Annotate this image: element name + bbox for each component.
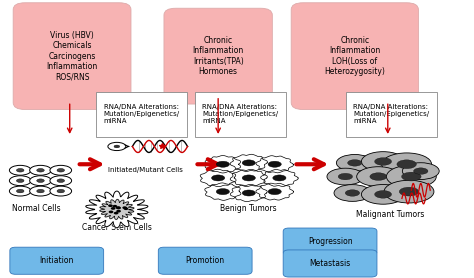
Ellipse shape <box>370 173 387 180</box>
Circle shape <box>111 207 116 210</box>
Ellipse shape <box>114 145 119 148</box>
Polygon shape <box>100 199 134 219</box>
Polygon shape <box>205 155 241 173</box>
Ellipse shape <box>216 161 229 167</box>
Ellipse shape <box>108 142 126 151</box>
Ellipse shape <box>36 189 44 193</box>
Ellipse shape <box>357 167 400 187</box>
Ellipse shape <box>414 168 428 174</box>
Circle shape <box>122 206 127 209</box>
Ellipse shape <box>50 186 72 196</box>
Ellipse shape <box>345 190 360 196</box>
Polygon shape <box>86 191 148 228</box>
Text: Metastasis: Metastasis <box>310 259 351 268</box>
Circle shape <box>109 210 113 213</box>
Ellipse shape <box>57 168 64 172</box>
Ellipse shape <box>327 168 364 185</box>
Text: Initiated/Mutant Cells: Initiated/Mutant Cells <box>108 167 182 173</box>
Ellipse shape <box>216 188 229 195</box>
FancyBboxPatch shape <box>164 8 273 104</box>
Ellipse shape <box>9 165 31 175</box>
Ellipse shape <box>268 188 281 195</box>
Ellipse shape <box>17 179 24 182</box>
Text: Virus (HBV)
Chemicals
Carcinogens
Inflammation
ROS/RNS: Virus (HBV) Chemicals Carcinogens Inflam… <box>46 31 98 81</box>
Text: RNA/DNA Alterations:
Mutation/Epigenetics/
miRNA: RNA/DNA Alterations: Mutation/Epigenetic… <box>353 104 429 124</box>
Text: Progression: Progression <box>308 237 352 246</box>
Circle shape <box>116 210 121 213</box>
Ellipse shape <box>384 180 434 203</box>
FancyBboxPatch shape <box>283 250 377 277</box>
FancyBboxPatch shape <box>158 247 252 274</box>
FancyBboxPatch shape <box>13 3 131 110</box>
Polygon shape <box>230 154 267 172</box>
Ellipse shape <box>30 186 51 196</box>
Ellipse shape <box>30 165 51 175</box>
Circle shape <box>124 207 128 210</box>
Ellipse shape <box>242 175 255 181</box>
Ellipse shape <box>334 185 371 201</box>
Polygon shape <box>230 169 267 187</box>
Text: Chronic
Inflammation
LOH(Loss of
Heterozygosity): Chronic Inflammation LOH(Loss of Heteroz… <box>324 36 385 76</box>
Ellipse shape <box>17 168 24 172</box>
Text: Benign Tumors: Benign Tumors <box>220 203 277 213</box>
Ellipse shape <box>36 168 44 172</box>
Ellipse shape <box>382 153 431 176</box>
Circle shape <box>114 212 118 215</box>
Ellipse shape <box>361 152 405 171</box>
Ellipse shape <box>9 176 31 186</box>
Ellipse shape <box>9 186 31 196</box>
Polygon shape <box>256 183 293 200</box>
Polygon shape <box>230 184 267 202</box>
FancyBboxPatch shape <box>96 92 187 136</box>
FancyBboxPatch shape <box>291 3 419 110</box>
FancyBboxPatch shape <box>346 92 437 136</box>
Ellipse shape <box>397 160 416 169</box>
Ellipse shape <box>30 176 51 186</box>
Polygon shape <box>256 156 293 173</box>
Ellipse shape <box>338 173 353 180</box>
Text: Cancer Stem Cells: Cancer Stem Cells <box>82 223 152 232</box>
Polygon shape <box>200 169 236 187</box>
Circle shape <box>108 204 113 207</box>
Ellipse shape <box>361 185 405 204</box>
Text: Chronic
Inflammation
Irritants(TPA)
Hormones: Chronic Inflammation Irritants(TPA) Horm… <box>192 36 244 76</box>
Text: Initiation: Initiation <box>39 256 74 265</box>
Circle shape <box>112 205 117 208</box>
FancyBboxPatch shape <box>10 247 104 274</box>
Text: Promotion: Promotion <box>186 256 225 265</box>
Ellipse shape <box>50 165 72 175</box>
Ellipse shape <box>50 176 72 186</box>
Text: RNA/DNA Alterations:
Mutation/Epigenetics/
miRNA: RNA/DNA Alterations: Mutation/Epigenetic… <box>103 104 180 124</box>
Ellipse shape <box>242 190 255 196</box>
FancyBboxPatch shape <box>195 92 286 136</box>
Text: Malignant Tumors: Malignant Tumors <box>356 210 424 219</box>
Polygon shape <box>261 169 298 187</box>
Ellipse shape <box>402 163 439 180</box>
Ellipse shape <box>386 165 436 188</box>
Ellipse shape <box>374 190 392 198</box>
Polygon shape <box>205 183 241 200</box>
Ellipse shape <box>399 187 419 196</box>
Circle shape <box>116 207 121 209</box>
Ellipse shape <box>268 161 281 167</box>
Ellipse shape <box>57 189 64 193</box>
Ellipse shape <box>374 158 392 165</box>
Ellipse shape <box>347 160 362 166</box>
Ellipse shape <box>242 160 255 166</box>
Ellipse shape <box>17 189 24 193</box>
Ellipse shape <box>401 172 421 181</box>
Ellipse shape <box>273 175 286 181</box>
Ellipse shape <box>36 179 44 182</box>
Circle shape <box>116 206 120 209</box>
FancyBboxPatch shape <box>283 228 377 255</box>
Ellipse shape <box>337 155 373 171</box>
Ellipse shape <box>211 175 225 181</box>
Text: Normal Cells: Normal Cells <box>12 203 61 213</box>
Text: RNA/DNA Alterations:
Mutation/Epigenetics/
miRNA: RNA/DNA Alterations: Mutation/Epigenetic… <box>202 104 279 124</box>
Ellipse shape <box>57 179 64 182</box>
